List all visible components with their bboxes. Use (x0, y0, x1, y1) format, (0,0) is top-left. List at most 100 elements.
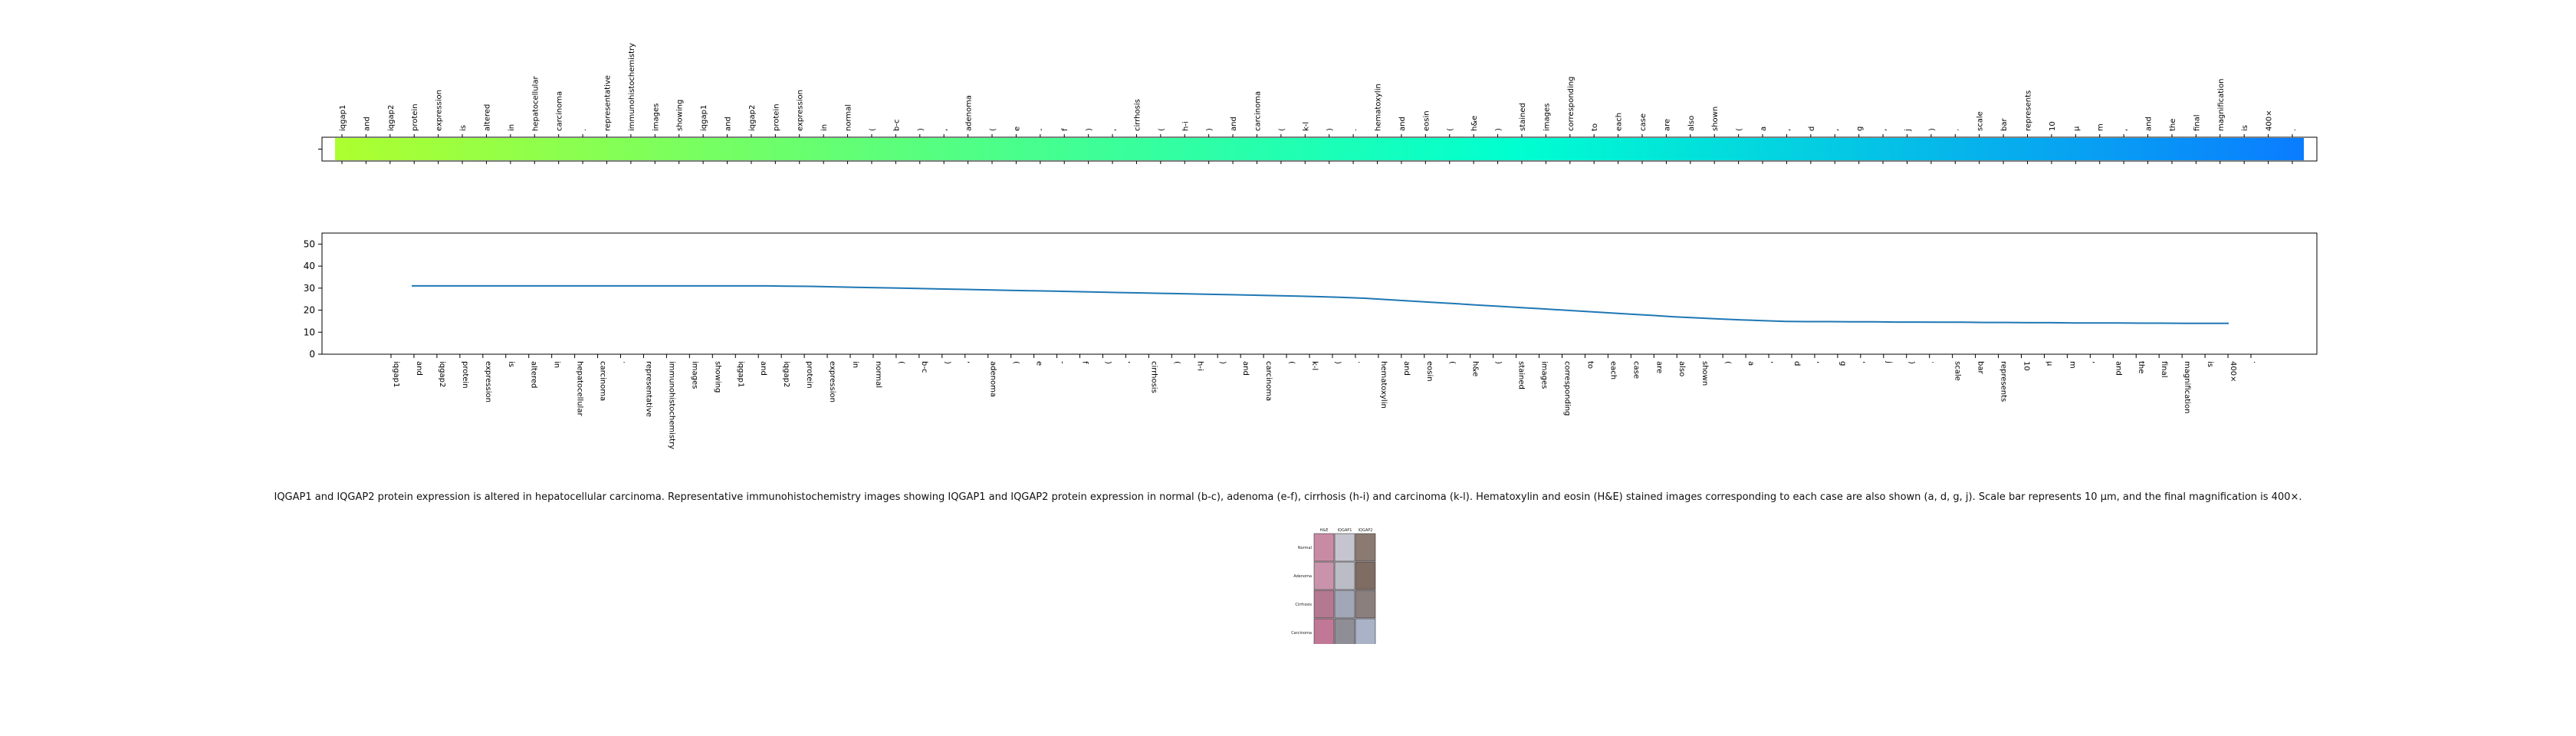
x-tick-label: cirrhosis (1149, 361, 1158, 393)
thumb-tissue-panel (1355, 590, 1376, 619)
heatmap-tick-label: m (2097, 123, 2105, 131)
x-tick-label: ) (1907, 361, 1916, 364)
x-tick-label: μ (2045, 361, 2053, 366)
x-tick-label: h-i (1195, 361, 1204, 371)
x-tick-label: g (1838, 361, 1847, 366)
line-chart: 0 10 20 30 40 50 iqgap1 and iqgap2 protein express… (304, 232, 2318, 449)
x-tick-label: in (553, 361, 561, 368)
x-tick-label: in (851, 361, 859, 368)
heatmap-tick-label: h&e (1470, 116, 1479, 131)
heatmap-tick-label: ( (1278, 128, 1286, 131)
heatmap-tick-label: in (820, 124, 829, 131)
heatmap-tick-label: and (1230, 117, 1238, 131)
x-tick-label: iqgap1 (736, 361, 744, 387)
y-tick-label: 40 (304, 261, 315, 271)
x-tick-label: is (507, 361, 515, 367)
x-tick-label: ) (1494, 361, 1503, 364)
x-tick-label: 400× (2229, 361, 2237, 382)
heatmap-tick-label: f (1061, 128, 1070, 131)
x-tick-label: f (1081, 361, 1089, 364)
x-tick-label: . (2252, 361, 2260, 363)
x-tick-label: , (1769, 361, 1778, 363)
x-tick-label: b-c (920, 361, 928, 373)
heatmap-tick-label: iqgap1 (700, 105, 708, 131)
heatmap-tick-label: ( (1736, 128, 1744, 131)
y-tick-label: 30 (304, 283, 315, 294)
heatmap-tick-label: immunohistochemistry (628, 43, 636, 131)
x-tick-label: and (2114, 361, 2122, 376)
x-tick-label: immunohistochemistry (667, 361, 675, 449)
heatmap-tick-label: the (2169, 119, 2177, 131)
thumb-column-label: H&E (1320, 528, 1329, 533)
heatmap-tick-label: final (2193, 114, 2201, 131)
x-tick-label: d (1792, 361, 1801, 366)
y-tick-label: 0 (309, 349, 315, 360)
heatmap-tick-label: h-i (1181, 121, 1190, 131)
x-tick-label: hematoxylin (1379, 361, 1388, 409)
heatmap-tick-label: each (1615, 113, 1624, 131)
heatmap-tick-label: protein (411, 104, 419, 131)
x-tick-label: ( (897, 361, 905, 364)
x-tick-label: is (2206, 361, 2214, 367)
heatmap-tick-label: g (1856, 127, 1865, 131)
heatmap-tick-label: ) (917, 128, 925, 131)
y-tick-label: 20 (304, 305, 315, 316)
heatmap-tick-label: 10 (2049, 121, 2057, 131)
heatmap-tick-label: - (1037, 128, 1046, 131)
x-tick-label: - (1058, 361, 1066, 364)
heatmap-tick-label: iqgap2 (387, 105, 396, 131)
heatmap-tick-label: ) (1206, 128, 1214, 131)
heatmap-tick-label: and (363, 117, 371, 131)
thumb-column-label: IQGAP1 (1338, 528, 1352, 533)
heatmap-tick-label: represents (2025, 90, 2033, 131)
x-tick-label: normal (874, 361, 882, 388)
heatmap-tick-label: are (1663, 119, 1671, 131)
x-tick-label: case (1631, 361, 1640, 379)
thumb-tissue-panel (1334, 561, 1355, 590)
heatmap-tick-label: b-c (892, 120, 901, 131)
heatmap-tick-label: iqgap2 (748, 105, 757, 131)
x-tick-label: ( (1172, 361, 1181, 364)
x-tick-label: . (622, 361, 630, 363)
thumb-tissue-panel (1313, 561, 1335, 590)
thumb-tissue-panel (1334, 590, 1355, 619)
x-tick-label: ( (1723, 361, 1732, 364)
x-tick-label: . (1930, 361, 1939, 363)
thumb-row-label: Carcinoma (1291, 631, 1312, 636)
thumb-tissue-panel (1313, 533, 1335, 562)
heatmap-tick-label: μ (2072, 126, 2081, 131)
heatmap-strip: iqgap1 and iqgap2 protein expression is altere… (318, 43, 2318, 164)
heatmap-tick-label: representative (603, 75, 612, 131)
x-tick-label: altered (530, 361, 538, 388)
heatmap-tick-label: . (2289, 129, 2298, 131)
x-tick-label: to (1585, 361, 1594, 369)
x-tick-label: ) (1333, 361, 1342, 364)
heatmap-tick-label: . (1350, 129, 1359, 131)
heatmap-tick-label: adenoma (965, 95, 974, 131)
heatmap-tick-label: , (1783, 129, 1792, 131)
heatmap-tick-label: hepatocellular (531, 76, 540, 131)
y-tick-label: 10 (304, 327, 315, 337)
thumb-tissue-panel (1334, 618, 1355, 647)
x-tick-label: , (966, 361, 974, 363)
x-tick-label: iqgap2 (438, 361, 446, 387)
x-tick-label: carcinoma (1264, 361, 1273, 401)
x-tick-label: , (1861, 361, 1870, 363)
heatmap-tick-label: d (1808, 127, 1816, 131)
heatmap-tick-label: a (1760, 127, 1768, 131)
heatmap-tick-label: ( (1158, 128, 1166, 131)
heatmap-tick-label: ) (1928, 128, 1937, 131)
x-tick-label: m (2068, 361, 2076, 369)
thumb-row-label: Normal (1298, 546, 1312, 550)
heatmap-tick-label: carcinoma (556, 91, 564, 131)
heatmap-tick-label: bar (2000, 118, 2009, 131)
x-tick-label: ( (1448, 361, 1457, 364)
x-tick-label: also (1677, 361, 1686, 376)
heatmap-tick-label: and (2145, 117, 2154, 131)
thumb-column-label: IQGAP2 (1359, 528, 1373, 533)
thumb-tissue-panel (1313, 590, 1335, 619)
heatmap-tick-label: j (1904, 129, 1912, 132)
thumb-tissue-panel (1355, 618, 1376, 647)
x-tick-label: h&e (1471, 361, 1480, 376)
